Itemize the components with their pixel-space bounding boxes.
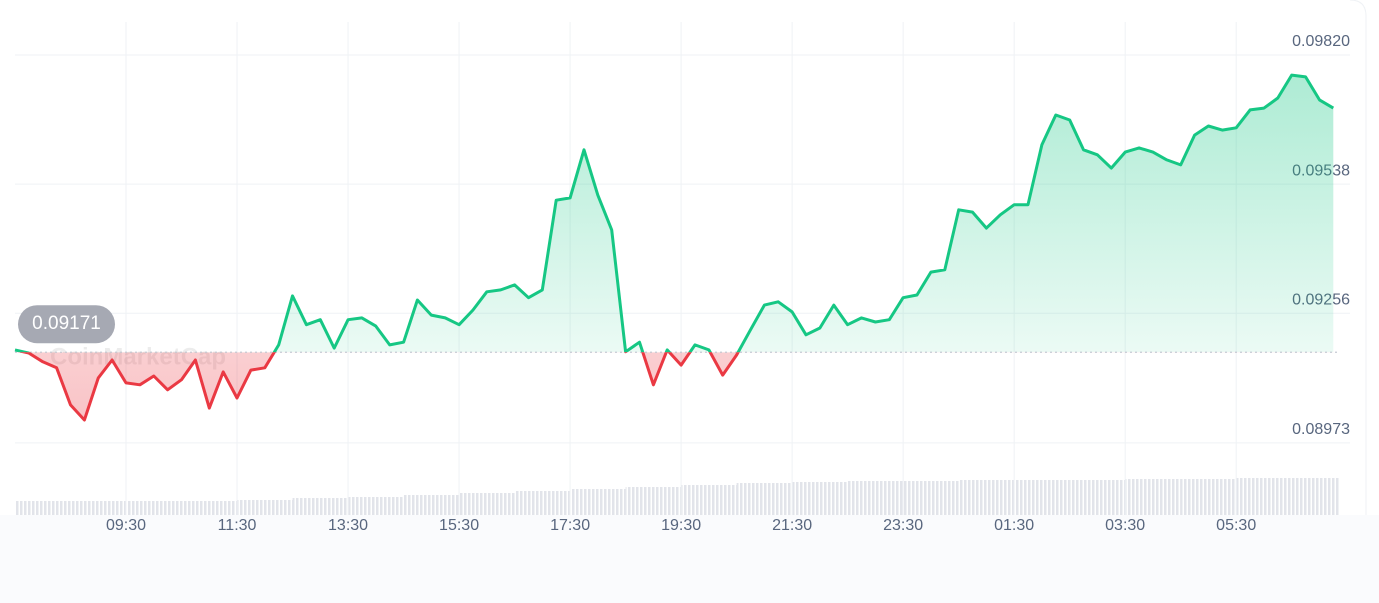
area-above [15,75,1334,353]
volume-bar [237,500,293,515]
volume-bar [70,501,127,515]
volume-bar [1014,480,1070,515]
volume-bar [126,501,182,515]
reference-label-bg [18,305,115,344]
x-tick-label: 05:30 [1216,517,1256,534]
volume-bar [847,481,904,515]
volume-bar [570,489,626,515]
volume-bar [292,498,349,515]
volume-bar [1236,478,1292,515]
x-tick-label: 19:30 [661,517,701,534]
x-tick-label: 03:30 [1105,517,1145,534]
volume-bar [681,485,737,515]
volume-bar [348,497,404,515]
y-tick-label: 0.08973 [1292,421,1350,438]
reference-label: 0.09171 [32,313,101,334]
volume-bar [1291,478,1340,515]
x-tick-label: 15:30 [439,517,479,534]
price-line-up [14,73,1335,353]
footer-background [0,515,1379,603]
volume-bar [736,483,793,515]
volume-bar [181,501,238,515]
x-tick-label: 09:30 [106,517,146,534]
volume-bar [514,491,571,515]
volume-bar [403,495,460,515]
y-tick-label: 0.09820 [1292,33,1350,50]
x-tick-label: 13:30 [328,517,368,534]
x-tick-label: 01:30 [994,517,1034,534]
x-tick-label: 21:30 [772,517,812,534]
volume-bar [15,501,71,515]
x-tick-label: 23:30 [883,517,923,534]
volume-bar [958,480,1015,515]
volume-bar [903,481,959,515]
volume-bar [625,487,682,515]
area-below [25,352,739,420]
volume-bar [1125,479,1181,515]
volume-bar [1069,480,1126,515]
volume-bar [459,493,515,515]
volume-bar [1180,479,1237,515]
x-tick-label: 17:30 [550,517,590,534]
x-tick-label: 11:30 [218,517,257,534]
card-border [1349,0,1367,515]
price-line-down [18,352,740,422]
volume-bar [792,482,848,515]
